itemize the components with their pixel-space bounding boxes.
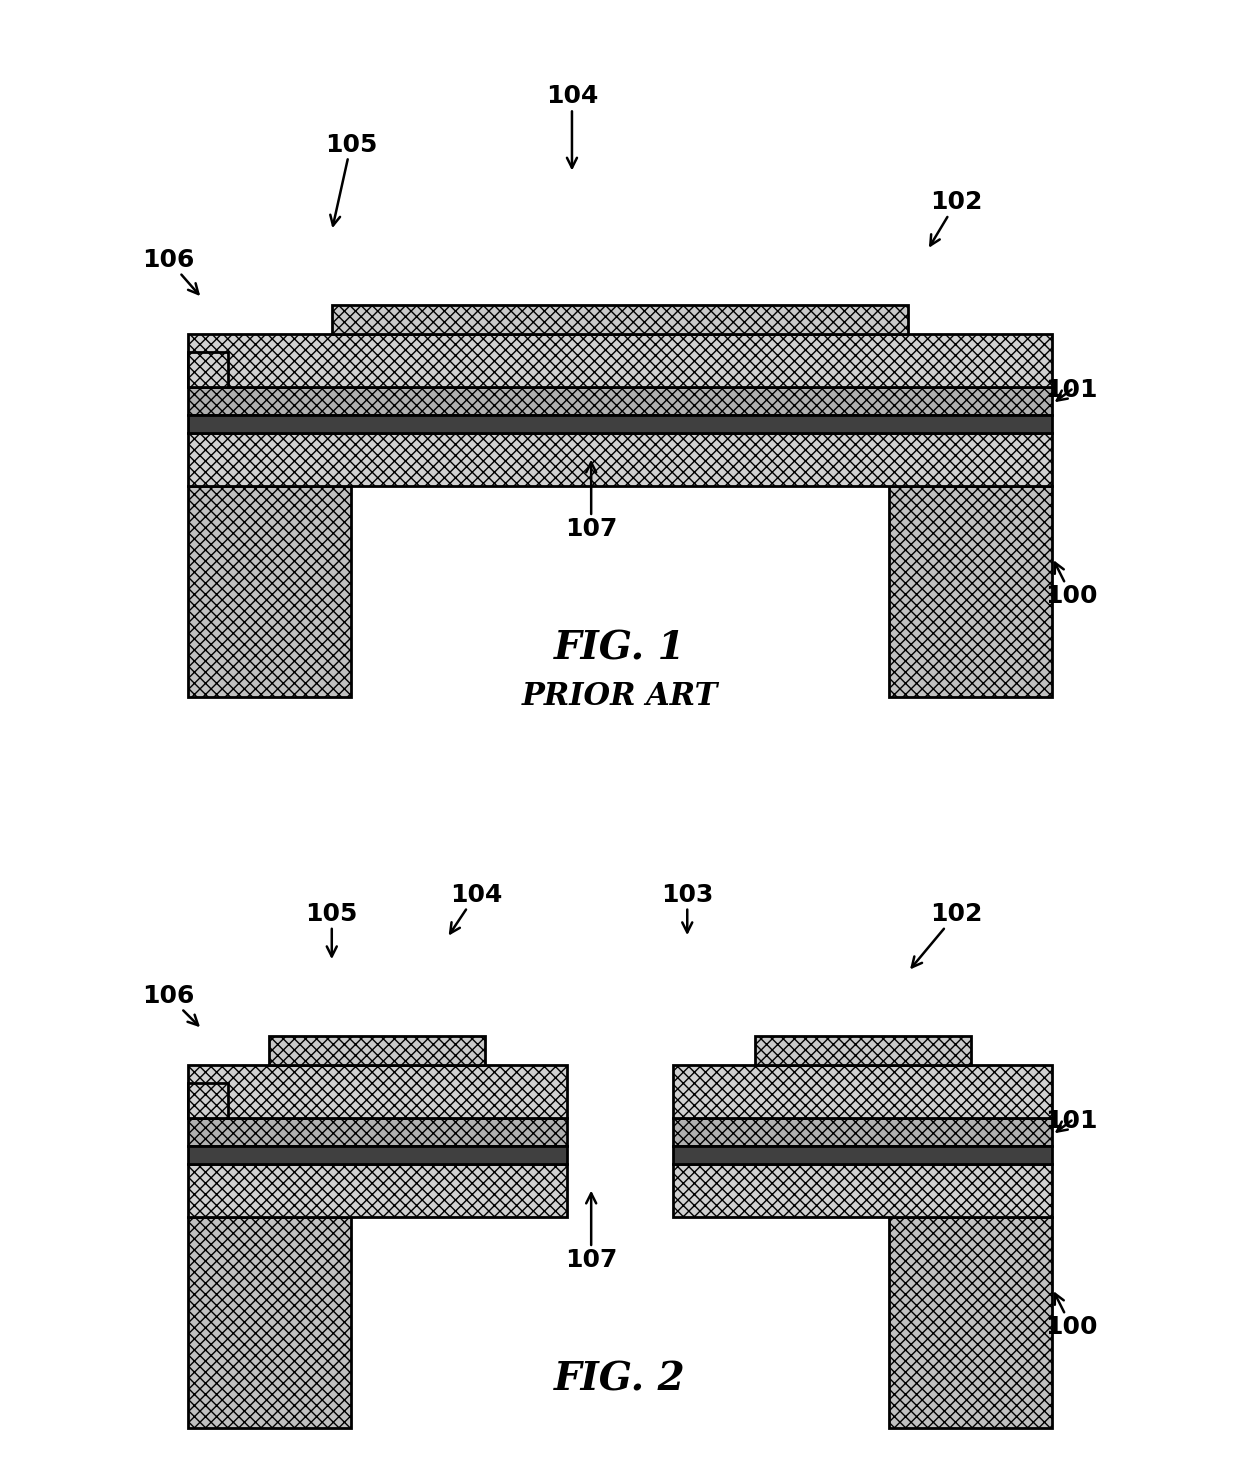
Text: 101: 101 [1045, 1108, 1097, 1133]
Bar [187, 415, 1053, 433]
Text: 103: 103 [661, 883, 713, 933]
Text: 100: 100 [1045, 563, 1097, 608]
Text: 104: 104 [450, 883, 502, 933]
Text: 107: 107 [565, 1193, 618, 1272]
Text: FIG. 1: FIG. 1 [554, 630, 686, 668]
Bar [754, 1037, 971, 1064]
Text: 104: 104 [546, 85, 598, 168]
Bar [889, 485, 1053, 697]
Bar [673, 1146, 1053, 1164]
Bar [673, 1164, 1053, 1216]
Bar [673, 1064, 1053, 1117]
Bar [187, 386, 1053, 415]
Bar [187, 1146, 567, 1164]
Bar [187, 485, 351, 697]
Text: 102: 102 [930, 190, 982, 246]
Bar [673, 1117, 1053, 1146]
Text: 106: 106 [143, 984, 198, 1025]
Text: 102: 102 [911, 902, 982, 968]
Bar [187, 1083, 228, 1117]
Bar [187, 333, 1053, 386]
Bar [332, 306, 908, 333]
Bar [187, 1064, 567, 1117]
Text: 105: 105 [325, 133, 377, 225]
Text: 100: 100 [1045, 1294, 1097, 1339]
Bar [187, 352, 228, 386]
Text: 107: 107 [565, 462, 618, 541]
Text: 105: 105 [305, 902, 358, 956]
Bar [187, 1164, 567, 1216]
Bar [269, 1037, 486, 1064]
Text: 106: 106 [143, 249, 198, 294]
Bar [187, 1117, 567, 1146]
Bar [889, 1216, 1053, 1428]
Bar [187, 1216, 351, 1428]
Text: PRIOR ART: PRIOR ART [522, 681, 718, 712]
Text: 101: 101 [1045, 377, 1097, 402]
Bar [187, 433, 1053, 485]
Text: FIG. 2: FIG. 2 [554, 1361, 686, 1399]
